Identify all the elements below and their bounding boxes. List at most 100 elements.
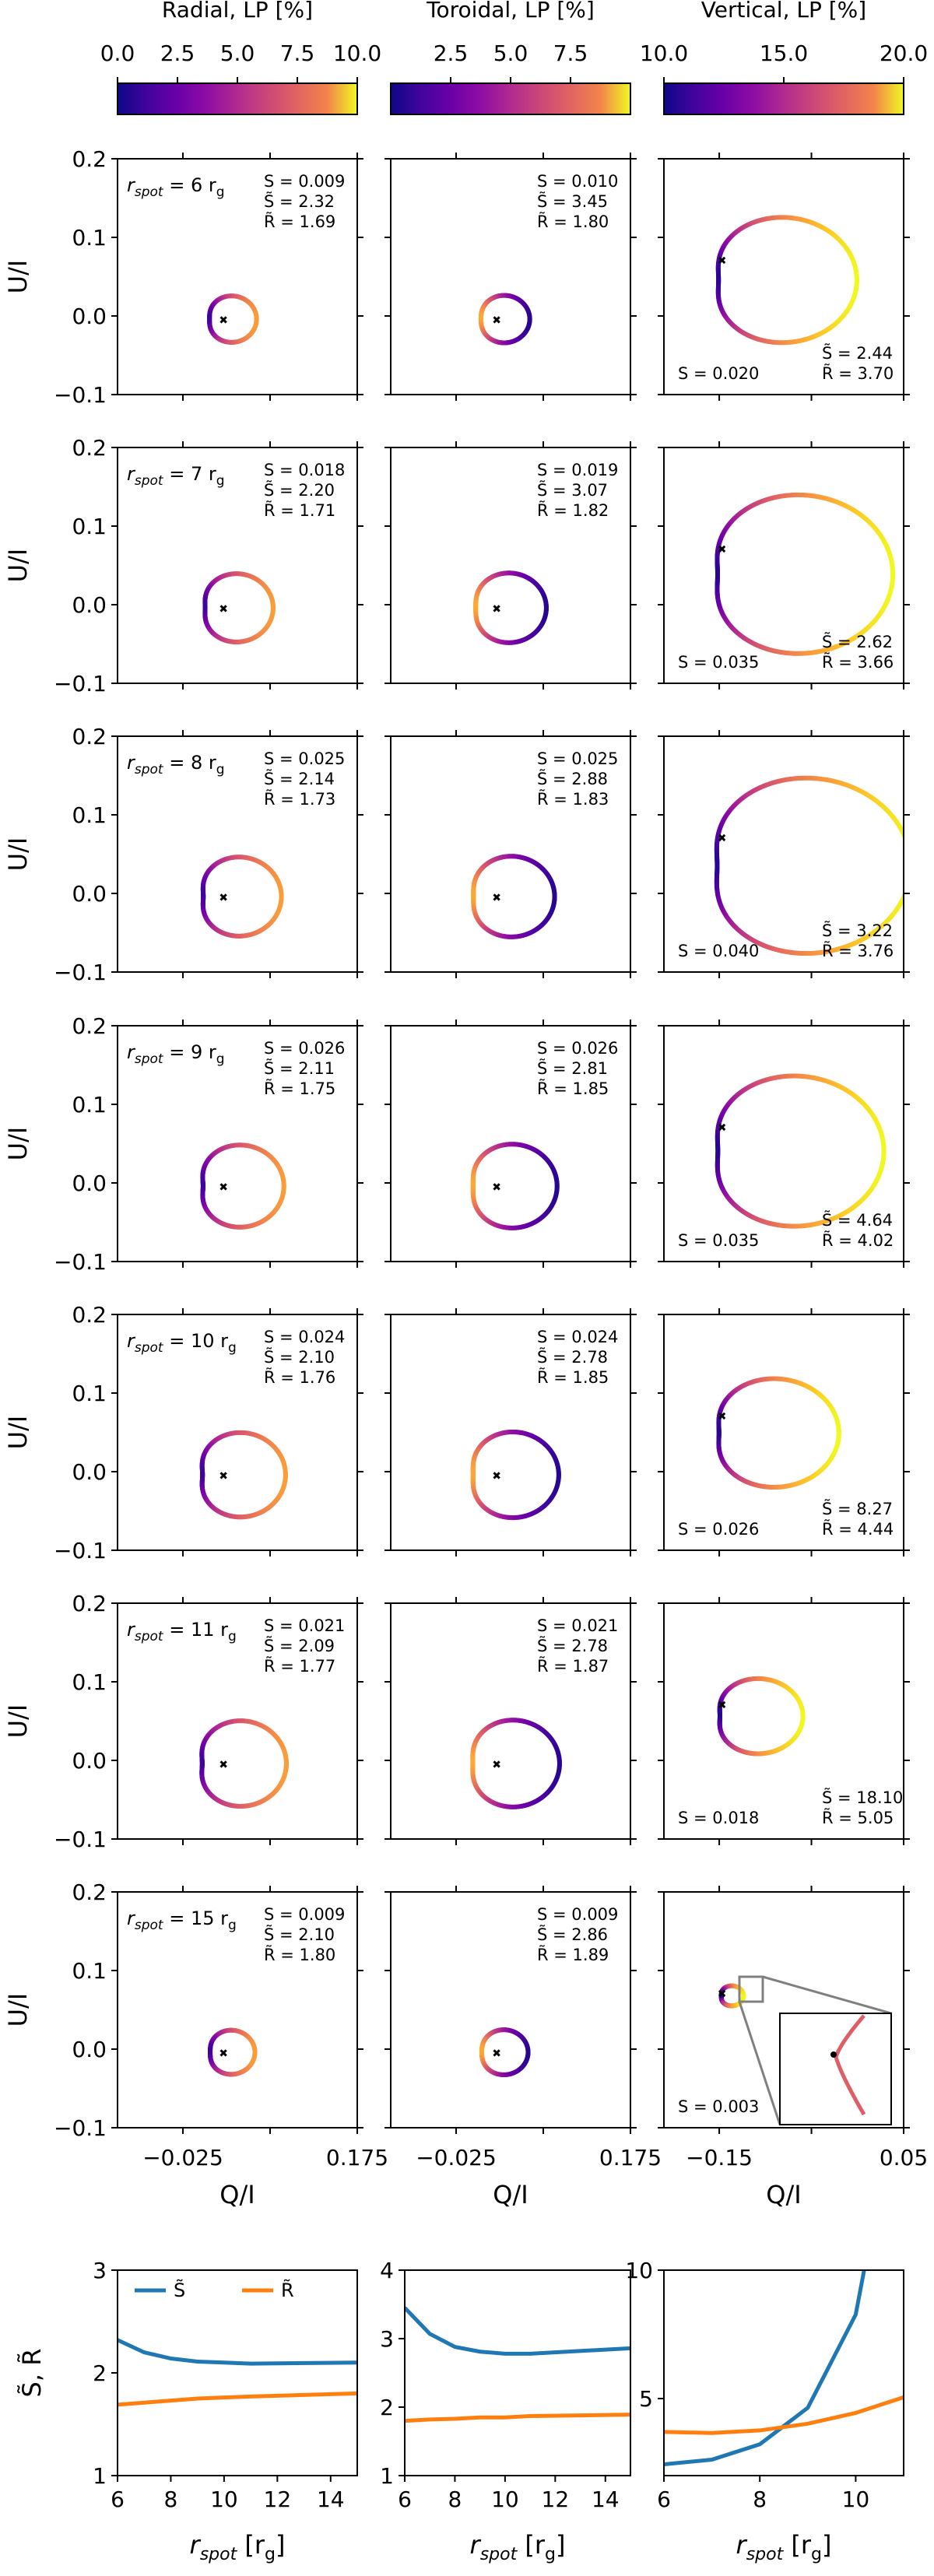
stat-S-tilde: S̃ = 2.81 [537, 1058, 608, 1078]
qu-loop-segment [907, 843, 908, 846]
plot-area: ✖ [715, 1073, 887, 1229]
plot-area: ✖ [470, 1718, 562, 1809]
center-marker: ✖ [219, 1181, 228, 1194]
stat-R-tilde: R̃ = 1.73 [264, 789, 335, 809]
stat-S: S = 0.026 [264, 1039, 345, 1058]
colorbar-tick-label: 7.5 [553, 40, 588, 66]
qu-loop-segment [902, 834, 904, 841]
y-tick-label: 0.2 [72, 1013, 107, 1039]
qu-loop-segment [910, 875, 911, 878]
stat-S: S = 0.009 [264, 172, 345, 191]
colorbar: Toroidal, LP [%] 2.5 5.0 7.5 [390, 0, 631, 115]
qu-panel-vertical: ✖ S = 0.035 S̃ = 4.64R̃ = 4.02 [658, 1020, 910, 1268]
stat-S: S = 0.025 [537, 749, 618, 768]
y-tick-label: 0.1 [72, 1381, 107, 1406]
qu-loop-segment [906, 840, 907, 843]
y-axis-label: U/I [3, 260, 33, 294]
qu-loop-segment [910, 854, 911, 857]
y-tick-label: 0.1 [72, 802, 107, 828]
colorbar-gradient [663, 82, 904, 115]
plot-area: ✖ [199, 1718, 289, 1809]
panel-frame [390, 158, 631, 395]
stat-S-tilde: S̃ = 4.64 [822, 1210, 893, 1230]
plot-area: ✖ [471, 854, 557, 939]
qu-loop-segment [909, 851, 910, 855]
stat-R-tilde: R̃ = 1.77 [264, 1656, 335, 1676]
stat-S: S = 0.010 [537, 172, 618, 191]
y-tick-label: 0.2 [72, 1302, 107, 1328]
stat-S-tilde: S̃ = 18.10 [822, 1788, 903, 1807]
y-tick-label: −0.1 [54, 1827, 107, 1852]
stat-R-tilde: R̃ = 3.76 [822, 941, 894, 960]
stat-S: S = 0.018 [678, 1809, 759, 1827]
y-tick-label: 0.0 [72, 881, 107, 907]
colorbar-tick-label: 5.0 [493, 40, 528, 66]
stat-S-tilde: S̃ = 2.20 [264, 480, 335, 500]
center-marker: ✖ [219, 1759, 228, 1771]
stat-S-tilde: S̃ = 2.11 [264, 1058, 335, 1078]
center-marker: ✖ [718, 543, 727, 556]
stat-S: S = 0.035 [678, 1231, 759, 1250]
center-marker: ✖ [219, 603, 228, 616]
row-label: rspot = 7 rg [127, 463, 225, 489]
plot-area: ✖ [200, 1142, 286, 1230]
y-tick-label: 0.0 [72, 1748, 107, 1774]
plot-area: ✖ [473, 570, 549, 645]
qu-panel-vertical: ✖ S = 0.018 S̃ = 18.10R̃ = 5.05 [658, 1597, 910, 1845]
row-label: rspot = 10 rg [127, 1330, 237, 1356]
colorbar-title: Toroidal, LP [%] [426, 0, 595, 23]
panel-frame [117, 1314, 358, 1551]
stat-R-tilde: R̃ = 4.44 [822, 1519, 894, 1539]
colorbar-tick-label: 15.0 [760, 40, 808, 66]
stat-S: S = 0.024 [264, 1328, 345, 1346]
y-tick-label: −0.1 [54, 1538, 107, 1563]
y-axis-label: U/I [3, 549, 33, 583]
qu-panel-vertical: ✖ S = 0.020 S̃ = 2.44R̃ = 3.70 [658, 153, 910, 401]
colorbar-tick-label: 2.5 [434, 40, 469, 66]
y-axis-label: U/I [3, 1416, 33, 1450]
y-tick-label: 0.0 [72, 592, 107, 618]
colorbar-tick-label: 2.5 [160, 40, 195, 66]
stat-S-tilde: S̃ = 2.78 [537, 1347, 608, 1367]
center-marker: ✖ [492, 1759, 501, 1771]
stat-S-tilde: S̃ = 2.44 [822, 343, 893, 363]
stat-R-tilde: R̃ = 3.66 [822, 652, 894, 672]
y-tick-label: 0.2 [72, 724, 107, 749]
plot-area: ✖ [715, 492, 896, 656]
qu-loop-segment [907, 886, 908, 890]
colorbar: Vertical, LP [%] 10.0 15.0 20.0 [640, 0, 928, 115]
panel-frame [117, 1602, 358, 1840]
colorbar-tick-label: 5.0 [220, 40, 255, 66]
stat-S-tilde: S̃ = 3.07 [537, 480, 608, 500]
y-tick-label: −0.1 [54, 382, 107, 408]
stat-S-tilde: S̃ = 3.45 [537, 191, 608, 211]
stat-S: S = 0.021 [537, 1616, 618, 1635]
row-label: rspot = 6 rg [127, 174, 225, 200]
plot-area: ✖ [200, 855, 284, 939]
y-tick-label: 0.2 [72, 435, 107, 461]
y-tick-label: 0.1 [72, 1669, 107, 1695]
panel-frame [117, 158, 358, 395]
stat-R-tilde: R̃ = 1.87 [537, 1656, 609, 1676]
plot-area: ✖ [199, 1430, 288, 1520]
stat-S: S = 0.040 [678, 942, 759, 960]
stat-S: S = 0.018 [264, 461, 345, 479]
qu-loop-segment [909, 877, 910, 880]
colorbar: Radial, LP [%] 0.0 2.5 5.0 7.5 10.0 [100, 0, 381, 115]
qu-loop-segment [908, 880, 909, 883]
colorbar-title: Vertical, LP [%] [701, 0, 866, 23]
colorbar-tick-label: 10.0 [333, 40, 381, 66]
center-marker: ✖ [718, 254, 727, 267]
center-marker: ✖ [492, 603, 501, 616]
stat-S: S = 0.024 [537, 1328, 618, 1346]
colorbars: Radial, LP [%] 0.0 2.5 5.0 7.5 10.0 Toroidal, … [100, 0, 928, 115]
y-axis-label: U/I [3, 1704, 33, 1739]
qu-panel-vertical: ✖ S = 0.026 S̃ = 8.27R̃ = 4.44 [658, 1308, 910, 1556]
